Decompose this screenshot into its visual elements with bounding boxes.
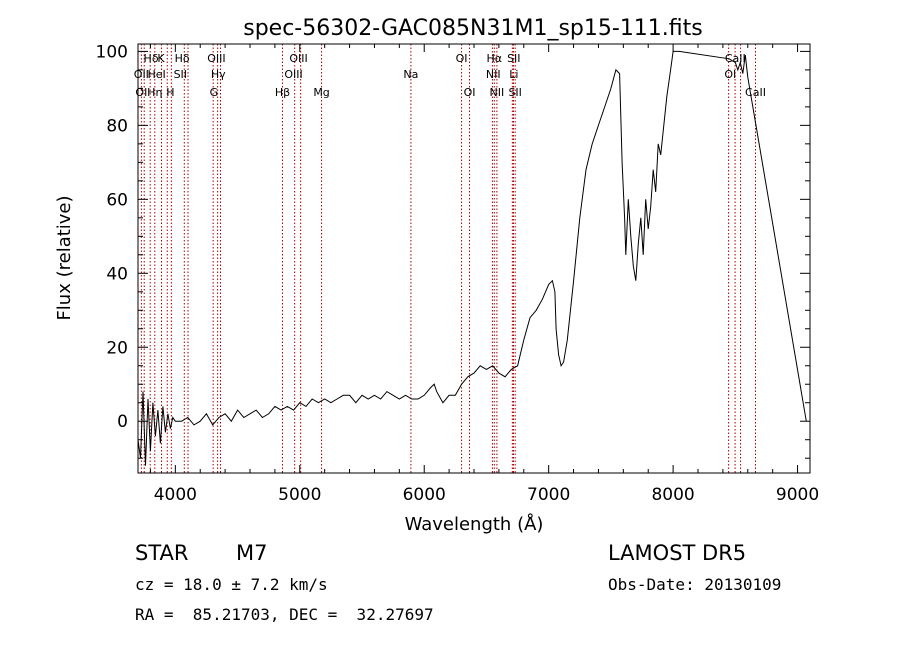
y-axis-label: Flux (relative) — [54, 195, 75, 320]
line-label: OIII — [207, 52, 225, 65]
coordinates: RA = 85.21703, DEC = 32.27697 — [135, 605, 434, 624]
observation-date: Obs-Date: 20130109 — [608, 575, 782, 594]
line-label: CaII — [745, 86, 766, 99]
line-label: OI — [456, 52, 468, 65]
x-tick-label: 9000 — [776, 485, 819, 505]
line-label: CaII — [725, 52, 746, 65]
line-label: OI — [724, 68, 736, 81]
object-class: STAR — [135, 541, 189, 565]
plot-frame — [137, 43, 811, 474]
y-tick-label: 80 — [106, 116, 128, 136]
line-label: HeI — [148, 68, 166, 81]
line-label: SII — [507, 52, 520, 65]
x-tick-label: 8000 — [651, 485, 694, 505]
x-tick-label: 7000 — [527, 485, 570, 505]
x-tick-label: 6000 — [403, 485, 446, 505]
survey-name: LAMOST DR5 — [608, 541, 747, 565]
emission-line-markers — [140, 44, 756, 473]
line-label: Hδ — [144, 52, 159, 65]
line-label: Hα — [487, 52, 503, 65]
line-label: Hδ — [175, 52, 190, 65]
y-tick-label: 0 — [117, 412, 128, 432]
x-tick-label: 5000 — [278, 485, 321, 505]
line-label: H — [166, 86, 174, 99]
line-label: Na — [403, 68, 418, 81]
chart-title: spec-56302-GAC085N31M1_sp15-111.fits — [243, 16, 703, 41]
line-label: OII — [134, 68, 149, 81]
line-label: OI — [135, 86, 147, 99]
line-label: OIII — [284, 68, 302, 81]
y-tick-label: 100 — [96, 42, 128, 62]
line-label: NII — [486, 68, 501, 81]
line-label: OIII — [289, 52, 307, 65]
y-tick-label: 40 — [106, 264, 128, 284]
line-label: K — [157, 52, 165, 65]
line-label: Li — [509, 68, 518, 81]
object-subclass: M7 — [236, 541, 268, 565]
line-label: NII — [490, 86, 505, 99]
x-axis-label: Wavelength (Å) — [405, 513, 544, 535]
y-tick-label: 60 — [106, 190, 128, 210]
line-label: Hη — [147, 86, 162, 99]
line-label: Hγ — [211, 68, 226, 81]
line-label: OI — [464, 86, 476, 99]
line-label: Hβ — [275, 86, 290, 99]
line-label: SII — [174, 68, 187, 81]
line-label: G — [210, 86, 219, 99]
axis-ticks: 4000 5000 6000 7000 8000 9000 0 20 40 60 80 100 — [96, 42, 820, 505]
spectrum-line — [137, 50, 807, 466]
y-tick-label: 20 — [106, 338, 128, 358]
line-label: SII — [508, 86, 521, 99]
line-label: Mg — [313, 86, 329, 99]
x-tick-label: 4000 — [154, 485, 197, 505]
redshift-velocity: cz = 18.0 ± 7.2 km/s — [135, 575, 328, 594]
